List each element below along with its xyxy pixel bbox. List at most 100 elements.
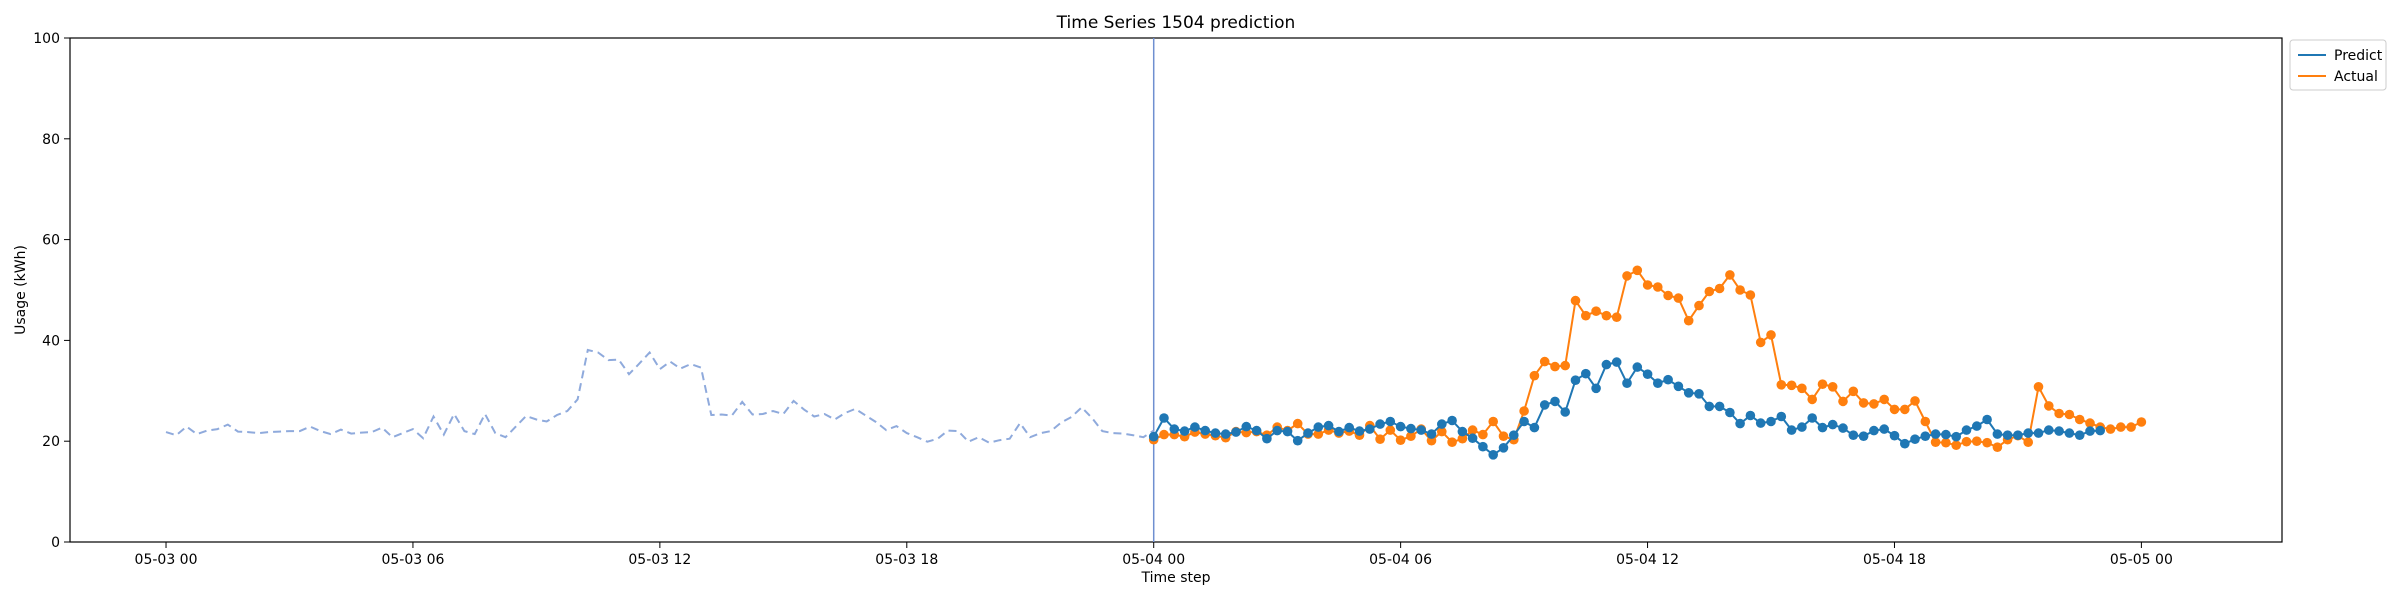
predict-point [1683,388,1694,398]
actual-point [2126,422,2136,432]
actual-point [2105,424,2116,434]
predict-point [1581,368,1591,379]
actual-point [1951,440,1961,451]
actual-point [1519,406,1529,416]
predict-point [1910,434,1920,445]
actual-point [1704,286,1715,297]
predict-point [1262,433,1272,444]
predict-point [1344,422,1354,433]
actual-point [1786,380,1797,391]
predict-point [1210,428,1221,438]
actual-point [1292,418,1303,429]
history-series-line [165,348,1155,444]
predict-point [1550,396,1560,407]
predict-point [2074,430,2085,441]
predict-point [1858,431,1869,442]
predict-point [2002,430,2013,441]
actual-point [1385,425,1396,435]
actual-point [1159,429,1169,440]
actual-point [1858,398,1869,408]
predict-point [1498,443,1509,453]
actual-point [1838,396,1848,407]
actual-point [2085,418,2095,428]
x-tick-label: 05-05 00 [2110,552,2173,568]
actual-point [1807,394,1817,405]
legend-frame [2289,39,2387,91]
predict-point [1838,423,1848,433]
actual-point [1673,293,1684,303]
predict-point [1365,424,1375,434]
actual-point [1797,383,1807,394]
actual-point [2044,401,2054,411]
actual-point [1611,312,1622,323]
plot-frame [69,37,2283,543]
actual-point [1982,437,1992,448]
predict-point [1642,369,1653,380]
predict-point [1200,425,1210,436]
actual-point [1447,437,1457,448]
predict-point [1457,426,1468,437]
predict-point [1673,381,1684,392]
predict-point [1930,429,1941,439]
actual-point [1313,429,1324,439]
predict-point [1663,374,1673,385]
actual-point [1437,426,1447,437]
predict-point [2095,425,2105,436]
predict-point [1900,438,1910,449]
actual-point [1539,356,1550,367]
predict-point [1169,424,1180,434]
x-tick-label: 05-03 00 [135,552,198,568]
predict-point [1519,416,1529,427]
actual-point [1961,436,1972,447]
x-axis-label: Time step [1141,570,1211,586]
predict-point [2064,428,2075,438]
predict-point [1272,425,1282,436]
predict-point [1190,422,1200,432]
x-tick-label: 05-03 18 [875,552,938,568]
predict-point [1632,362,1643,372]
predict-point [1827,419,1838,430]
x-tick-label: 05-04 18 [1863,552,1926,568]
predict-point [1714,401,1725,412]
predict-point [1786,425,1797,435]
actual-point [1663,290,1673,301]
predict-point [1231,427,1241,437]
actual-point [1992,442,2003,453]
predict-point [1920,431,1931,442]
predict-point [1395,421,1406,432]
predict-point [1694,389,1704,399]
predict-point [1992,429,2003,439]
predict-point [1251,425,1262,436]
actual-point [1467,425,1478,435]
actual-point [1766,330,1776,340]
actual-point [1375,434,1385,445]
y-tick-label: 80 [42,132,60,148]
actual-point [1632,265,1643,276]
predict-point [1972,421,1982,431]
legend-label-predict: Predict [2334,48,2383,64]
predict-point [1961,425,1972,435]
actual-point [1869,399,1879,409]
predict-point [1241,421,1252,432]
predict-point [1148,431,1159,442]
predict-point [1560,407,1570,417]
predict-point [1797,422,1807,432]
actual-point [1941,437,1951,448]
x-tick-label: 05-03 06 [381,552,444,568]
predict-point [1735,418,1745,429]
predict-point [1375,419,1385,429]
chart-title: Time Series 1504 prediction [1056,13,1296,33]
predict-point [1570,375,1581,386]
legend-label-actual: Actual [2334,69,2378,85]
predict-point [1426,429,1437,439]
actual-point [1972,436,1982,447]
actual-point [2136,417,2147,427]
plot-area: 0 20 40 60 80 100 05-03 00 05-03 06 05-03 12 05-0… [33,31,2283,568]
predict-point [1303,428,1313,438]
actual-point [2116,422,2126,432]
actual-point [1683,315,1694,326]
actual-point [2074,414,2085,425]
predict-point [1539,400,1550,410]
actual-point [1601,310,1612,321]
